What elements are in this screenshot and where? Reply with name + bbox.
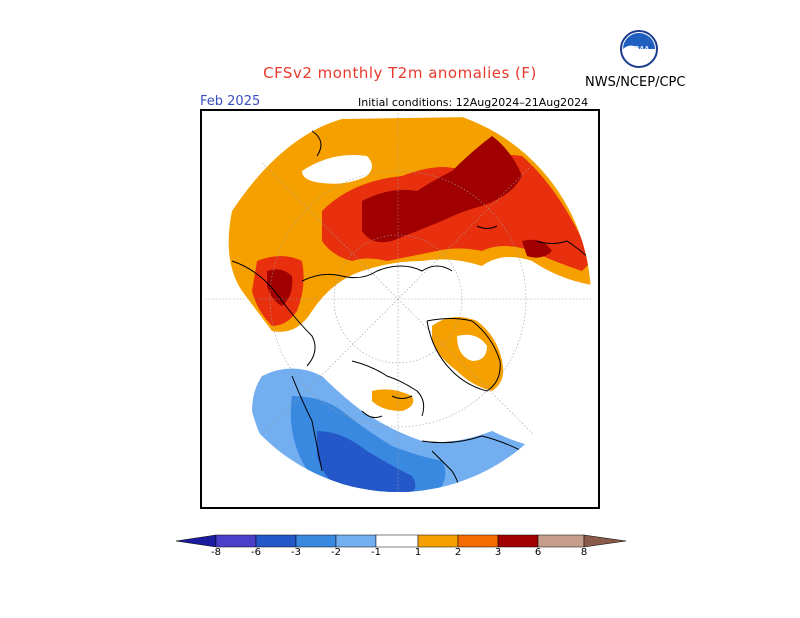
colorbar-segment: [215, 534, 257, 548]
anomaly-region-darkred-east: [522, 239, 552, 258]
anomaly-region-greenland-neutral: [457, 334, 487, 361]
colorbar-segment: [417, 534, 459, 548]
colorbar-tick-label: -2: [331, 547, 341, 558]
colorbar-tick-label: -1: [371, 547, 381, 558]
polar-map-svg: [205, 111, 591, 492]
colorbar-segment: [457, 534, 499, 548]
colorbar-tick-label: -8: [211, 547, 221, 558]
map-title: CFSv2 monthly T2m anomalies (F): [263, 64, 537, 82]
organization-label: NWS/NCEP/CPC: [585, 75, 686, 90]
colorbar-segment: [497, 534, 539, 548]
coastlines: [231, 130, 591, 492]
anomaly-region-canada-orange: [372, 389, 414, 411]
colorbar-tick-label: -3: [291, 547, 301, 558]
initial-conditions: Initial conditions: 12Aug2024–21Aug2024: [358, 96, 589, 109]
colorbar-tick-label: 6: [534, 547, 542, 558]
colorbar-tick-label: 1: [414, 547, 422, 558]
colorbar-tick-label: 3: [494, 547, 502, 558]
colorbar-segment: [375, 534, 419, 548]
colorbar-segment: [295, 534, 337, 548]
colorbar-tick-label: 8: [580, 547, 588, 558]
color-scale-bar: [175, 533, 627, 552]
graticule: [205, 111, 591, 492]
forecast-month: Feb 2025: [200, 94, 261, 109]
colorbar-segment: [255, 534, 297, 548]
noaa-logo: NOAA: [620, 30, 658, 72]
anomaly-region-neutral: [302, 155, 372, 184]
colorbar-min-arrow: [175, 534, 217, 548]
colorbar-segment: [537, 534, 585, 548]
anomaly-region-darkred-west: [267, 269, 293, 306]
colorbar-tick-label: 2: [454, 547, 462, 558]
logo-text: NOAA: [629, 46, 650, 53]
colorbar-tick-label: -6: [251, 547, 261, 558]
colorbar-segment: [335, 534, 377, 548]
anomaly-region-darkred: [362, 136, 522, 243]
colorbar-max-arrow: [583, 534, 627, 548]
polar-map: [200, 109, 600, 509]
